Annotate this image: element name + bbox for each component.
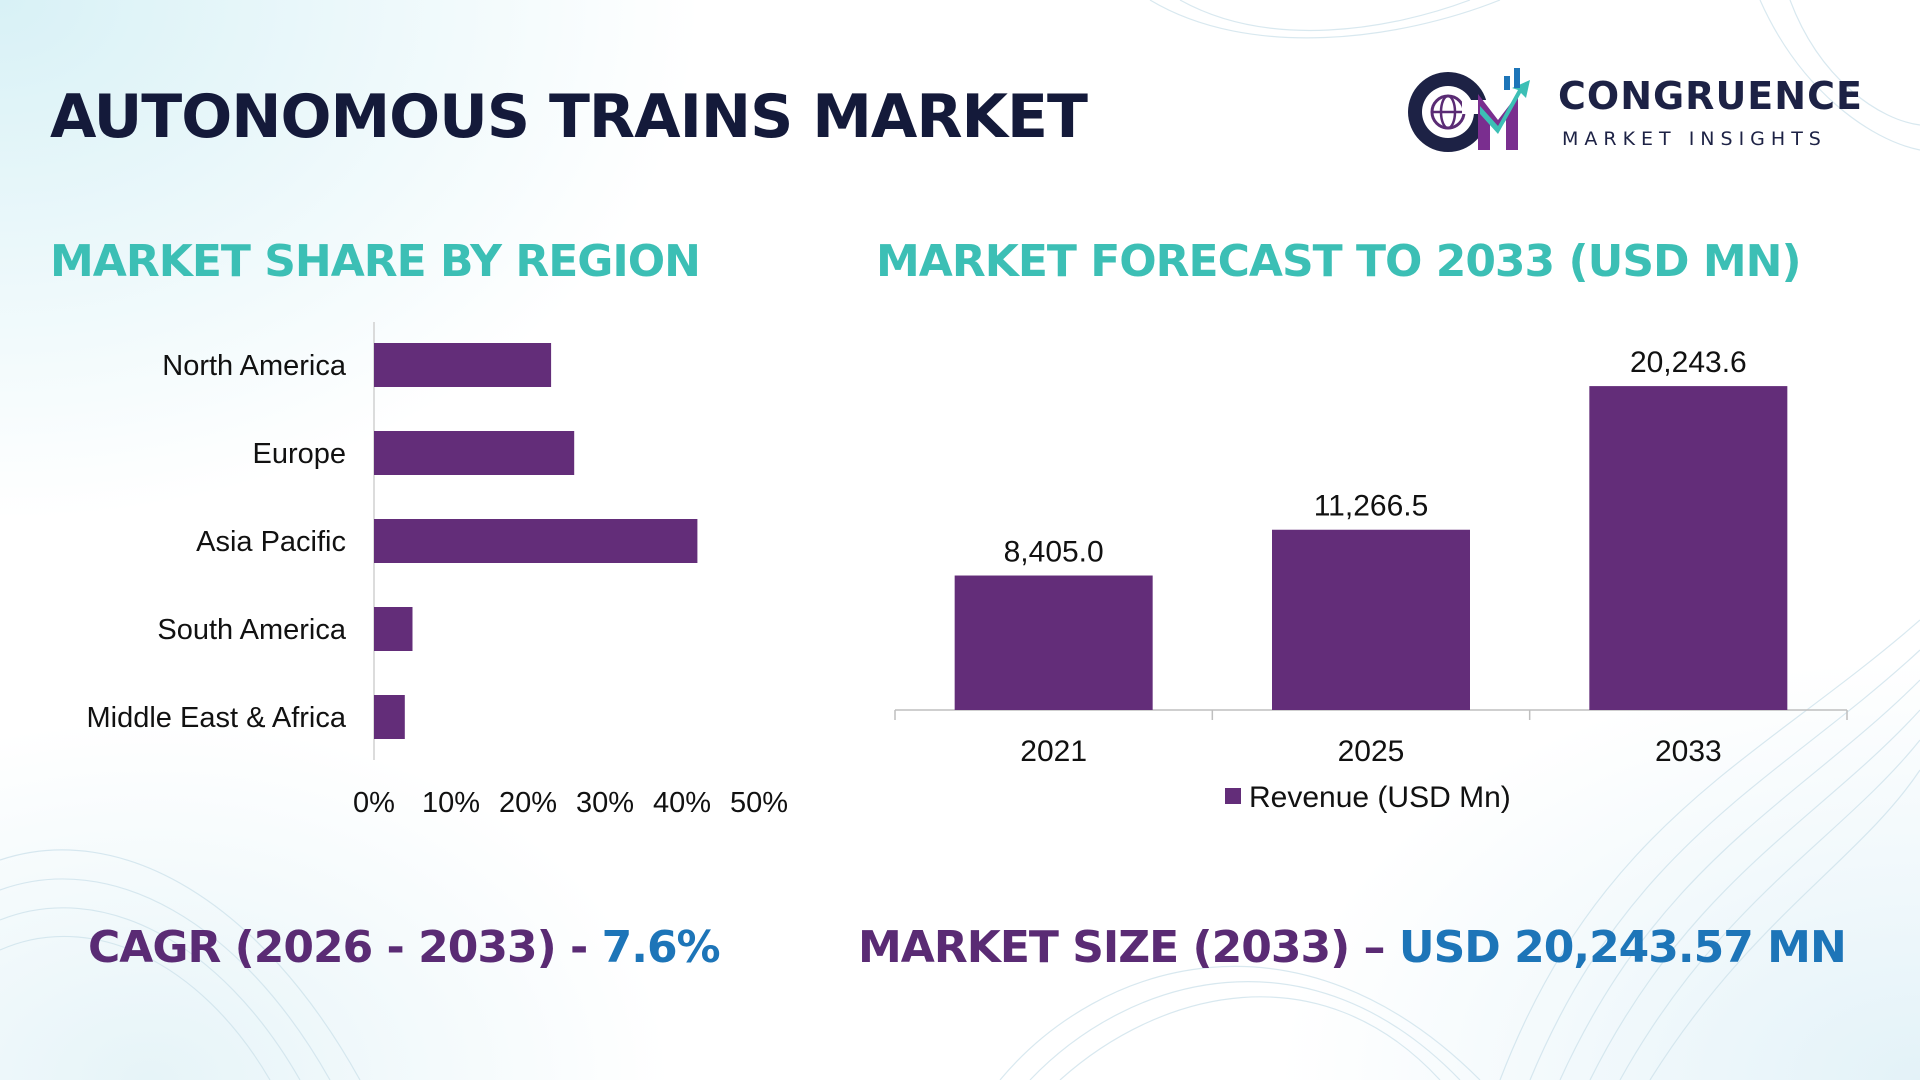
forecast-bar <box>1589 386 1788 710</box>
region-bar <box>374 519 698 563</box>
page-title: AUTONOMOUS TRAINS MARKET <box>50 82 1088 152</box>
forecast-chart-title: MARKET FORECAST TO 2033 (USD MN) <box>876 236 1802 287</box>
region-category-label: North America <box>162 350 347 382</box>
forecast-data-label: 8,405.0 <box>1004 536 1104 569</box>
region-bar <box>374 695 405 739</box>
forecast-bar <box>1272 529 1470 710</box>
market-size-value: USD 20,243.57 MN <box>1398 922 1847 973</box>
region-chart-title: MARKET SHARE BY REGION <box>50 236 701 287</box>
cagr-label: CAGR (2026 - 2033) - <box>88 922 602 973</box>
forecast-x-tick-label: 2021 <box>1020 735 1087 768</box>
region-category-label: Middle East & Africa <box>87 702 347 734</box>
region-x-tick-label: 10% <box>422 787 480 819</box>
market-size-summary: MARKET SIZE (2033) – USD 20,243.57 MN <box>858 922 1847 973</box>
cagr-summary: CAGR (2026 - 2033) - 7.6% <box>88 922 721 973</box>
forecast-x-tick-label: 2033 <box>1655 735 1722 768</box>
region-bar <box>374 343 552 387</box>
forecast-data-label: 11,266.5 <box>1314 490 1429 523</box>
forecast-bar <box>954 575 1153 710</box>
region-x-tick-label: 30% <box>576 787 634 819</box>
region-x-tick-label: 0% <box>353 787 395 819</box>
region-x-tick-label: 20% <box>499 787 557 819</box>
forecast-bar-chart: 8,405.0 2021 11,266.5 2025 20,243.6 2033 Reven… <box>894 346 1848 814</box>
region-category-label: Asia Pacific <box>196 526 346 558</box>
region-bar <box>374 607 413 651</box>
brand-logo: CONGRUENCE MARKET INSIGHTS <box>1400 54 1870 164</box>
legend-label: Revenue (USD Mn) <box>1249 781 1511 814</box>
region-category-label: South America <box>157 614 346 646</box>
market-size-label: MARKET SIZE (2033) – <box>858 922 1399 973</box>
forecast-x-tick-label: 2025 <box>1338 735 1405 768</box>
cagr-value: 7.6% <box>601 922 721 973</box>
region-category-label: Europe <box>252 438 346 470</box>
region-bar <box>374 431 575 475</box>
cm-globe-logo-icon <box>1408 68 1530 152</box>
legend-swatch <box>1225 788 1241 804</box>
region-x-tick-label: 50% <box>730 787 788 819</box>
region-x-tick-label: 40% <box>653 787 711 819</box>
region-bar-chart: North America Europe Asia Pacific South Ame… <box>87 322 788 819</box>
forecast-data-label: 20,243.6 <box>1630 346 1747 379</box>
logo-name: CONGRUENCE <box>1558 74 1863 118</box>
logo-tagline: MARKET INSIGHTS <box>1562 128 1827 150</box>
